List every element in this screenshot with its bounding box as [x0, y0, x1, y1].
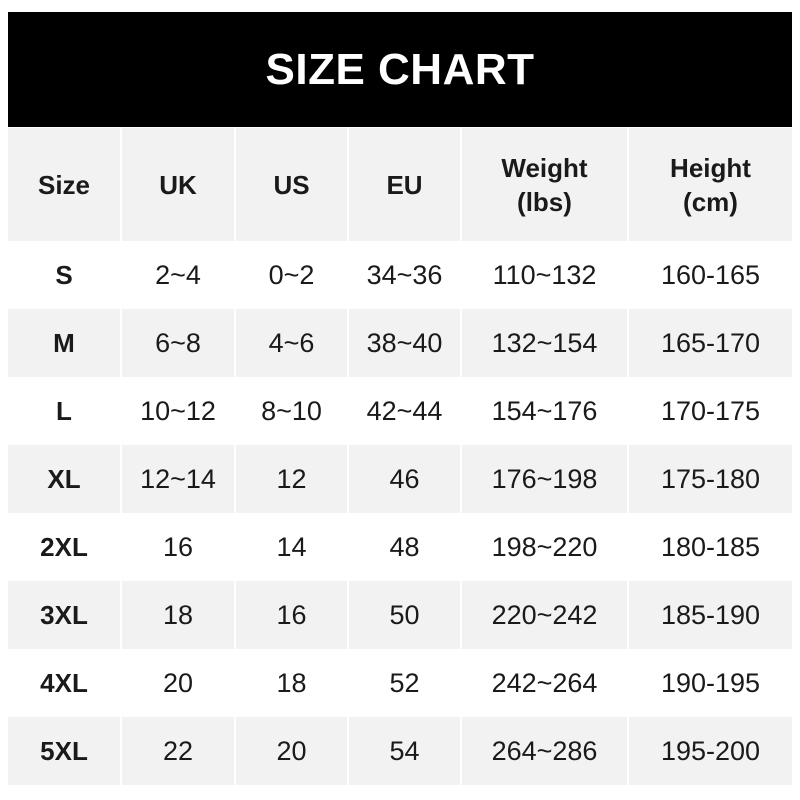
- header-row: Size UK US EU Weight (lbs) Height (cm): [8, 128, 792, 241]
- header-line2: (cm): [683, 186, 738, 217]
- cell-height: 195-200: [627, 717, 792, 785]
- cell-size: 2XL: [40, 531, 88, 562]
- cell-weight: 176~198: [460, 445, 628, 513]
- cell-weight: 110~132: [460, 241, 628, 309]
- table-row: XL 12~14 12 46 176~198 175-180: [8, 445, 792, 513]
- cell-height: 185-190: [627, 581, 792, 649]
- cell-eu: 54: [347, 717, 461, 785]
- cell-weight: 198~220: [460, 513, 628, 581]
- table-row: 5XL 22 20 54 264~286 195-200: [8, 717, 792, 785]
- cell-height: 180-185: [627, 513, 792, 581]
- header-line1: Size: [37, 169, 91, 200]
- cell-size: XL: [8, 445, 121, 513]
- size-table: Size UK US EU Weight (lbs) Height (cm) S 2~4 0~2 3…: [8, 128, 792, 785]
- table-row: L 10~12 8~10 42~44 154~176 170-175: [8, 377, 792, 445]
- cell-weight: 220~242: [460, 581, 628, 649]
- column-header-height: Height (cm): [627, 128, 792, 241]
- cell-height: 160-165: [627, 241, 792, 309]
- cell-size: S: [55, 259, 73, 290]
- cell-us: 4~6: [234, 309, 348, 377]
- header-line1: UK: [159, 169, 197, 200]
- cell-uk: 22: [120, 717, 235, 785]
- cell-size: 5XL: [8, 717, 121, 785]
- cell-eu: 38~40: [347, 309, 461, 377]
- cell-eu: 50: [347, 581, 461, 649]
- cell-uk: 12~14: [120, 445, 235, 513]
- column-header-eu: EU: [347, 128, 461, 241]
- cell-us: 18: [234, 649, 348, 717]
- table-row: 2XL 16 14 48 198~220 180-185: [8, 513, 792, 581]
- cell-uk: 10~12: [120, 377, 235, 445]
- cell-uk: 18: [120, 581, 235, 649]
- table-row: M 6~8 4~6 38~40 132~154 165-170: [8, 309, 792, 377]
- cell-uk: 16: [120, 513, 235, 581]
- cell-us: 8~10: [234, 377, 348, 445]
- cell-eu: 46: [347, 445, 461, 513]
- cell-size: M: [8, 309, 121, 377]
- cell-height: 175-180: [627, 445, 792, 513]
- cell-us: 16: [234, 581, 348, 649]
- cell-us: 0~2: [234, 241, 348, 309]
- cell-eu: 52: [347, 649, 461, 717]
- column-header-size: Size: [8, 128, 121, 241]
- cell-eu: 42~44: [347, 377, 461, 445]
- header-line1: EU: [386, 169, 423, 200]
- cell-size: L: [56, 395, 72, 426]
- cell-height: 170-175: [627, 377, 792, 445]
- cell-size: 4XL: [40, 667, 88, 698]
- cell-weight: 264~286: [460, 717, 628, 785]
- cell-eu: 48: [347, 513, 461, 581]
- table-row: S 2~4 0~2 34~36 110~132 160-165: [8, 241, 792, 309]
- cell-us: 20: [234, 717, 348, 785]
- cell-height: 190-195: [627, 649, 792, 717]
- cell-height: 165-170: [627, 309, 792, 377]
- cell-uk: 20: [120, 649, 235, 717]
- column-header-uk: UK: [120, 128, 235, 241]
- table-row: 3XL 18 16 50 220~242 185-190: [8, 581, 792, 649]
- cell-size: 3XL: [8, 581, 121, 649]
- cell-weight: 154~176: [460, 377, 628, 445]
- header-line1: Weight: [501, 152, 588, 183]
- cell-uk: 2~4: [120, 241, 235, 309]
- cell-weight: 132~154: [460, 309, 628, 377]
- size-chart-title: SIZE CHART: [8, 12, 792, 127]
- cell-us: 12: [234, 445, 348, 513]
- column-header-weight: Weight (lbs): [460, 128, 628, 241]
- column-header-us: US: [234, 128, 348, 241]
- cell-us: 14: [234, 513, 348, 581]
- header-line1: US: [273, 169, 310, 200]
- cell-eu: 34~36: [347, 241, 461, 309]
- cell-uk: 6~8: [120, 309, 235, 377]
- header-line2: (lbs): [517, 186, 572, 217]
- header-line1: Height: [670, 152, 751, 183]
- table-row: 4XL 20 18 52 242~264 190-195: [8, 649, 792, 717]
- cell-weight: 242~264: [460, 649, 628, 717]
